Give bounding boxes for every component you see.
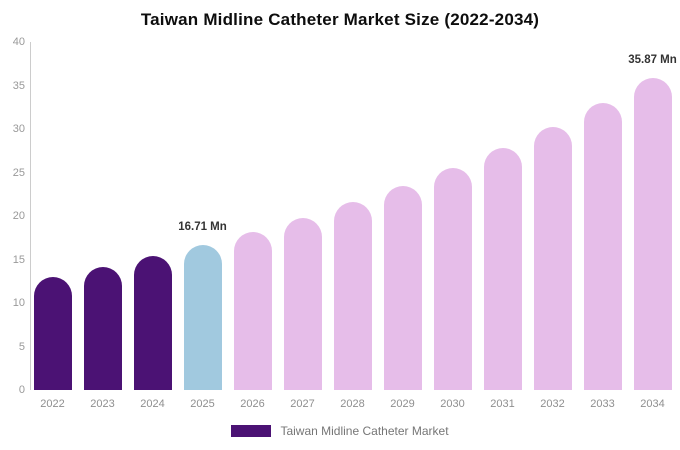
value-label-2034: 35.87 Mn: [628, 53, 677, 66]
y-axis-tick-label-5: 5: [18, 340, 25, 353]
bar-2030: [433, 167, 472, 390]
y-axis-tick-label-0: 0: [18, 384, 25, 396]
bar-2023: [83, 267, 122, 390]
x-axis-label-2023: 2023: [90, 398, 115, 410]
x-axis-label-2034: 2034: [640, 398, 665, 410]
x-axis-label-2026: 2026: [240, 398, 265, 410]
bar-2024: [133, 256, 172, 390]
legend-swatch: [231, 425, 272, 437]
x-axis-label-2022: 2022: [40, 398, 65, 410]
bar-2025: [183, 244, 222, 390]
x-axis-label-2027: 2027: [290, 398, 315, 410]
bar-2032: [533, 126, 572, 390]
y-axis-tick-label-30: 30: [12, 123, 25, 135]
y-axis-tick-label-25: 25: [12, 166, 25, 179]
x-axis-label-2032: 2032: [540, 398, 565, 410]
y-axis-tick-label-35: 35: [12, 79, 25, 92]
x-axis-label-2024: 2024: [140, 398, 165, 410]
bar-2034: [633, 77, 672, 390]
y-axis-tick-label-10: 10: [12, 297, 25, 309]
bar-2022: [33, 277, 72, 390]
y-axis-tick-label-40: 40: [12, 36, 25, 48]
y-axis-line: [30, 42, 31, 390]
x-axis-label-2028: 2028: [340, 398, 365, 410]
bar-2027: [283, 217, 322, 390]
legend-item-taiwan-midline-catheter-market[interactable]: Taiwan Midline Catheter Market: [231, 424, 449, 438]
chart-title: Taiwan Midline Catheter Market Size (202…: [140, 10, 540, 29]
x-axis-label-2033: 2033: [590, 398, 615, 410]
y-axis-tick-label-15: 15: [12, 253, 25, 266]
x-axis-label-2030: 2030: [440, 398, 465, 410]
bar-2029: [383, 185, 422, 390]
legend: Taiwan Midline Catheter Market: [0, 424, 680, 438]
legend-label: Taiwan Midline Catheter Market: [280, 424, 449, 438]
x-axis-label-2029: 2029: [390, 398, 415, 410]
bar-2026: [233, 231, 272, 390]
x-axis-label-2031: 2031: [490, 398, 515, 410]
value-label-2025: 16.71 Mn: [178, 220, 227, 233]
x-axis-label-2025: 2025: [190, 398, 215, 410]
bar-2031: [483, 148, 522, 390]
y-axis-tick-label-20: 20: [12, 210, 25, 222]
bar-2033: [583, 103, 622, 390]
bar-2028: [333, 202, 372, 390]
